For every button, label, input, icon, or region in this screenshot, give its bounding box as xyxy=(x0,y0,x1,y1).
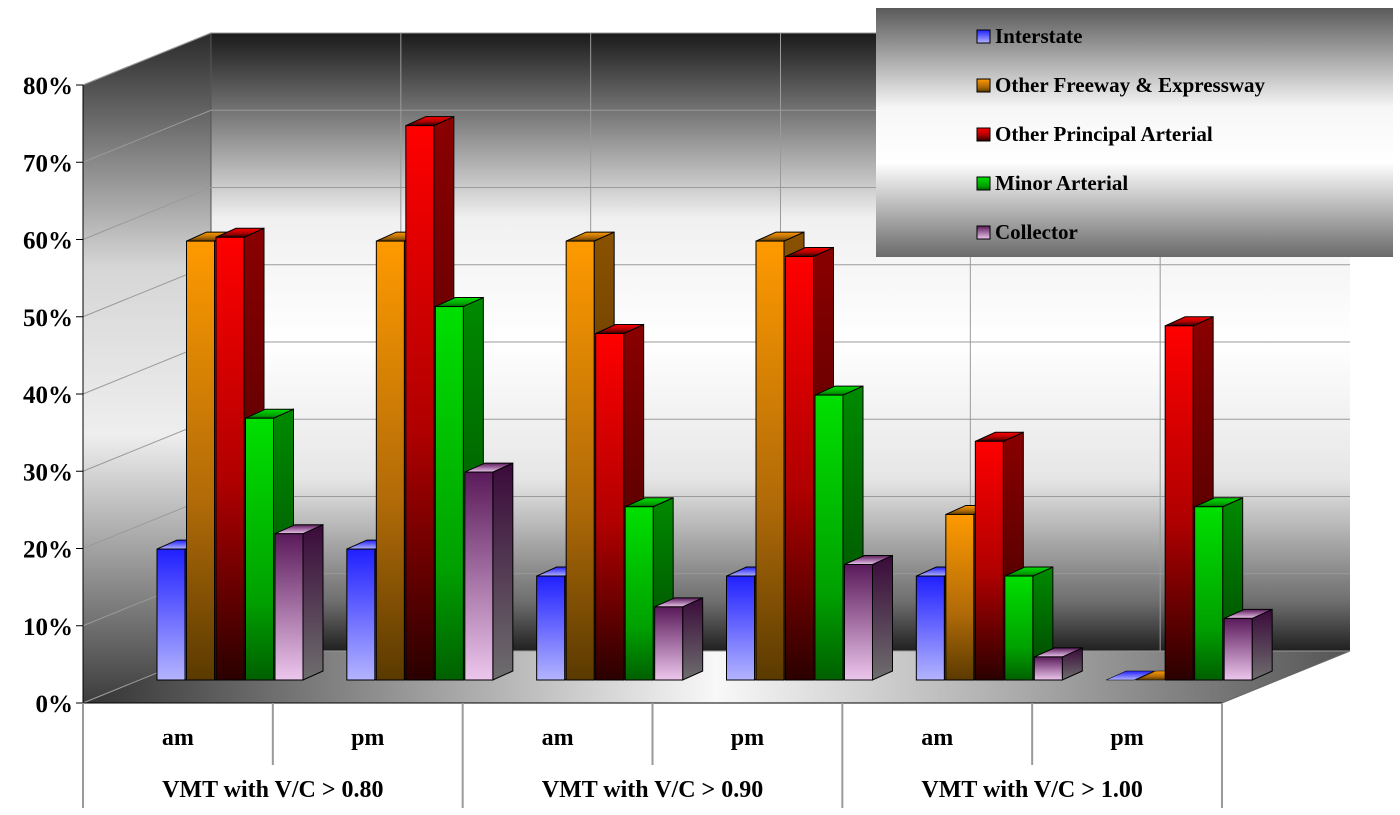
bars xyxy=(156,115,1273,681)
bar xyxy=(405,125,435,681)
legend-label: Other Principal Arterial xyxy=(995,122,1213,146)
bar xyxy=(974,440,1004,681)
bar xyxy=(536,575,566,681)
bar-side xyxy=(682,597,704,681)
bar-side xyxy=(302,523,324,681)
x-axis: am pm am pm am pm VMT with V/C > 0.80 VMT with … xyxy=(82,702,1223,808)
y-tick-label: 10% xyxy=(23,614,73,641)
legend-swatch xyxy=(976,176,991,191)
bar xyxy=(814,394,844,681)
legend-label: Collector xyxy=(995,220,1078,244)
bar xyxy=(375,240,405,681)
legend-swatch xyxy=(976,29,991,44)
legend-label: Minor Arterial xyxy=(995,171,1128,195)
legend-label: Other Freeway & Expressway xyxy=(995,73,1266,97)
legend-label: Interstate xyxy=(995,24,1082,48)
x-tick-label: am xyxy=(162,725,194,751)
x-group-label: VMT with V/C > 0.90 xyxy=(542,777,763,803)
gridline xyxy=(82,187,212,240)
y-tick-label: 0% xyxy=(36,691,74,718)
bar xyxy=(624,506,654,681)
bar-side xyxy=(872,554,893,681)
legend: Interstate Other Freeway & Expressway Othe… xyxy=(876,8,1393,257)
y-tick-label: 80% xyxy=(23,73,73,100)
legend-swatch xyxy=(976,127,991,142)
bar xyxy=(186,240,215,681)
bar xyxy=(1033,656,1063,681)
legend-box xyxy=(876,8,1393,257)
y-tick-label: 20% xyxy=(23,537,73,564)
bar xyxy=(654,606,684,681)
bar xyxy=(1004,575,1034,681)
bar xyxy=(595,333,625,681)
bar xyxy=(434,306,464,681)
bar xyxy=(844,564,873,681)
bar xyxy=(785,256,814,681)
bar xyxy=(464,471,494,681)
bar xyxy=(245,417,274,681)
x-tick-label: am xyxy=(921,725,953,751)
bar xyxy=(945,513,975,681)
bar xyxy=(915,575,945,681)
x-group-label: VMT with V/C > 0.80 xyxy=(162,777,383,803)
x-group-label: VMT with V/C > 1.00 xyxy=(921,777,1142,803)
x-tick-label: pm xyxy=(1110,725,1143,751)
bar xyxy=(215,236,245,681)
y-tick-label: 30% xyxy=(23,459,73,486)
bar xyxy=(565,240,595,681)
x-tick-label: am xyxy=(542,725,574,751)
bar xyxy=(274,533,304,681)
legend-swatch xyxy=(976,78,991,93)
x-tick-label: pm xyxy=(731,725,764,751)
bar xyxy=(156,548,186,681)
y-tick-label: 40% xyxy=(23,382,73,409)
y-tick-label: 70% xyxy=(23,150,73,177)
bar xyxy=(346,548,376,681)
bar xyxy=(1223,617,1253,681)
gridline xyxy=(82,32,212,86)
bar xyxy=(1164,325,1194,681)
bar-side xyxy=(1251,608,1273,681)
bar xyxy=(755,240,785,681)
y-tick-label: 60% xyxy=(23,228,73,255)
bar xyxy=(1194,506,1224,681)
y-tick-label: 50% xyxy=(23,305,73,332)
bar xyxy=(726,575,755,681)
legend-swatch xyxy=(976,225,991,240)
bar-side xyxy=(492,462,514,681)
x-tick-label: pm xyxy=(351,725,384,751)
y-axis: 0% 10% 20% 30% 40% 50% 60% 70% 80% xyxy=(23,73,84,718)
bar-top xyxy=(1106,670,1155,681)
gridline xyxy=(82,109,212,163)
